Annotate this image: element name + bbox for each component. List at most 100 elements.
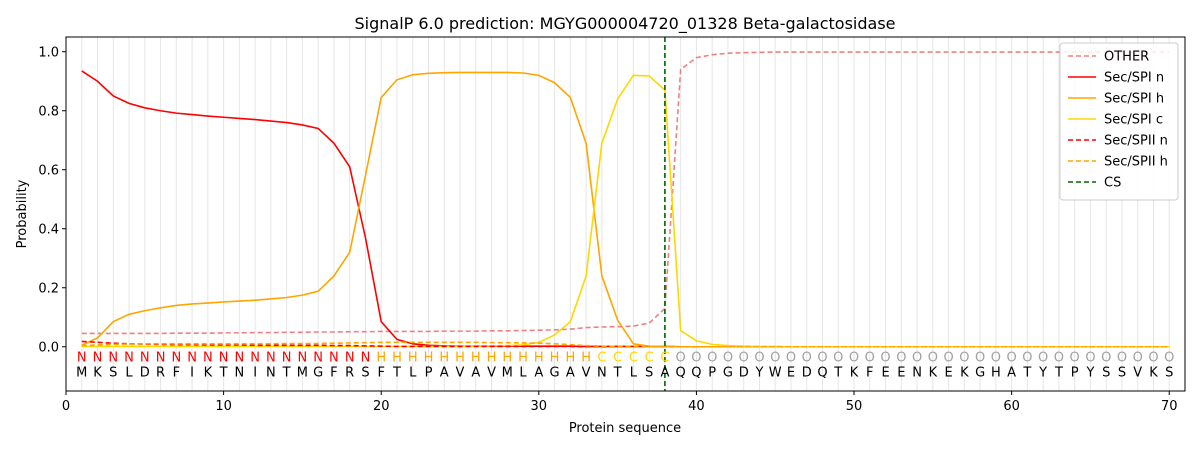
residue-letter: R [345, 365, 354, 380]
region-label: O [802, 351, 812, 366]
region-label: O [739, 351, 749, 366]
region-label: O [1054, 351, 1064, 366]
residue-letter: G [975, 365, 985, 380]
region-label: N [361, 351, 371, 366]
residue-letter: V [582, 365, 591, 380]
region-label: O [1148, 351, 1158, 366]
legend-label: Sec/SPII n [1104, 134, 1168, 149]
residue-letter: T [282, 365, 291, 380]
region-label: H [565, 351, 575, 366]
region-label: N [298, 351, 308, 366]
residue-letter: E [787, 365, 795, 380]
region-label: N [203, 351, 213, 366]
residue-letter: S [1165, 365, 1173, 380]
region-label: C [645, 351, 654, 366]
region-label: C [629, 351, 638, 366]
region-label: O [912, 351, 922, 366]
residue-letter: K [93, 365, 102, 380]
region-label: N [140, 351, 150, 366]
region-label: O [959, 351, 969, 366]
legend-label: Sec/SPI h [1104, 92, 1164, 107]
region-label: O [1007, 351, 1017, 366]
y-tick-label: 0.0 [38, 340, 59, 355]
x-tick-label: 0 [62, 399, 70, 414]
region-label: H [534, 351, 544, 366]
residue-letter: N [266, 365, 276, 380]
residue-letter: H [991, 365, 1001, 380]
region-label: O [1164, 351, 1174, 366]
residue-letter: T [1022, 365, 1031, 380]
residue-letter: A [534, 365, 543, 380]
region-label: H [392, 351, 402, 366]
region-label: O [1038, 351, 1048, 366]
residue-letter: T [613, 365, 622, 380]
series-line-sec-spi-h [81, 71, 1170, 348]
residue-letter: L [409, 365, 417, 380]
region-label: N [266, 351, 276, 366]
region-label: O [786, 351, 796, 366]
region-label: N [219, 351, 229, 366]
x-tick-label: 30 [531, 399, 548, 414]
residue-letter: T [392, 365, 401, 380]
residue-letter: Y [1038, 365, 1047, 380]
region-label: O [1117, 351, 1127, 366]
residue-letter: M [502, 365, 513, 380]
residue-letter: G [550, 365, 560, 380]
residue-letter: K [929, 365, 938, 380]
residue-letter: M [297, 365, 308, 380]
legend: OTHER Sec/SPI n Sec/SPI h Sec/SPI c Sec/SPII… [1059, 42, 1179, 201]
residue-letter: G [723, 365, 733, 380]
residue-letter: N [234, 365, 244, 380]
legend-label: Sec/SPI c [1104, 113, 1163, 128]
region-label: O [691, 351, 701, 366]
residue-letter: R [156, 365, 165, 380]
residue-letter: T [1054, 365, 1063, 380]
residue-letter: Q [817, 365, 827, 380]
y-tick-label: 0.4 [38, 222, 59, 237]
region-label: C [660, 351, 669, 366]
region-label: N [250, 351, 260, 366]
residue-letter: L [125, 365, 133, 380]
residue-letter: A [660, 365, 669, 380]
residue-letter: F [173, 365, 180, 380]
x-tick-label: 50 [846, 399, 863, 414]
residue-letter: E [944, 365, 952, 380]
region-label: O [1133, 351, 1143, 366]
residue-letter: A [471, 365, 480, 380]
sequence-letters: NMNKNSNLNDNRNFNINKNTNNNINNNTNMNGNFNRNSHF… [76, 351, 1174, 381]
region-label: N [171, 351, 181, 366]
region-label: O [865, 351, 875, 366]
region-label: H [408, 351, 418, 366]
region-label: H [455, 351, 465, 366]
residue-letter: V [1133, 365, 1142, 380]
grid-lines [81, 37, 1170, 391]
y-tick-label: 0.2 [38, 281, 59, 296]
residue-letter: I [190, 365, 194, 380]
residue-letter: N [912, 365, 922, 380]
x-axis-label: Protein sequence [569, 421, 681, 436]
legend-label: OTHER [1104, 50, 1149, 65]
residue-letter: T [833, 365, 842, 380]
region-label: H [487, 351, 497, 366]
residue-letter: S [361, 365, 369, 380]
x-tick-label: 60 [1003, 399, 1020, 414]
region-label: O [676, 351, 686, 366]
residue-letter: A [1007, 365, 1016, 380]
plot-frame [65, 36, 1186, 392]
region-label: O [1022, 351, 1032, 366]
region-label: O [770, 351, 780, 366]
residue-letter: L [519, 365, 527, 380]
region-label: C [597, 351, 606, 366]
x-tick-label: 40 [688, 399, 705, 414]
residue-letter: W [769, 365, 782, 380]
residue-letter: D [739, 365, 749, 380]
region-label: H [471, 351, 481, 366]
region-label: H [424, 351, 434, 366]
residue-letter: P [425, 365, 433, 380]
region-label: N [234, 351, 244, 366]
series-line-other [81, 51, 1170, 335]
region-label: N [93, 351, 103, 366]
region-label: N [329, 351, 339, 366]
residue-letter: P [708, 365, 716, 380]
